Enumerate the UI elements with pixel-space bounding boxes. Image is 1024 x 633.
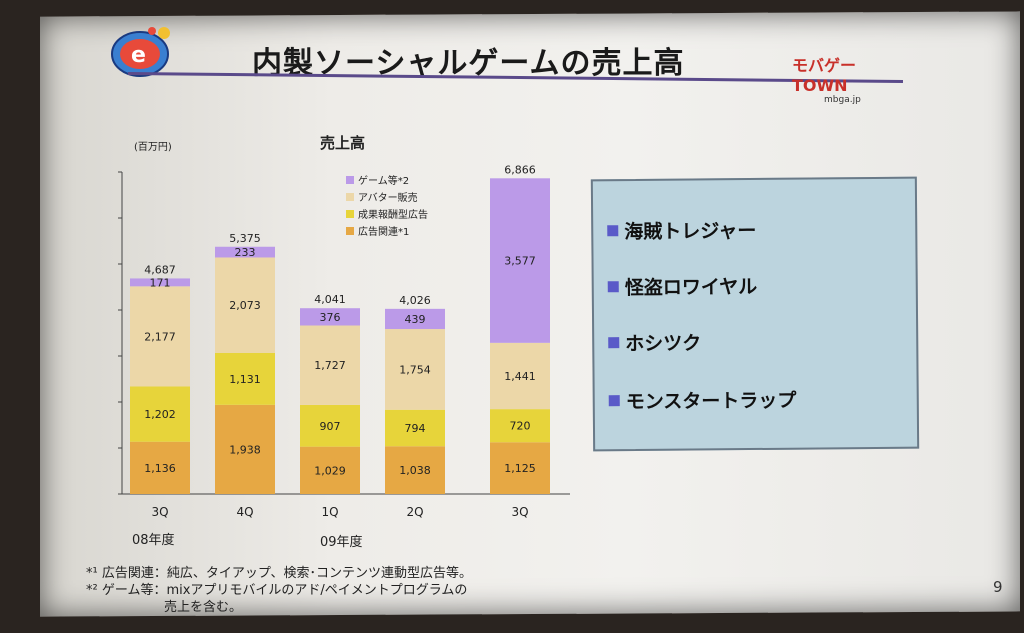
bar-segment	[490, 178, 550, 343]
data-label: 1,131	[229, 373, 261, 386]
footnote-2-continued: 売上を含む。	[164, 600, 243, 615]
bar-segment	[300, 308, 360, 326]
bar-segment	[300, 325, 360, 405]
data-label: 1,038	[399, 464, 431, 477]
total-label: 4,026	[399, 294, 431, 307]
game-list-item: 怪盗ロワイヤル	[607, 272, 758, 300]
year-label: 08年度	[132, 532, 175, 548]
category-label: 4Q	[236, 505, 253, 519]
data-label: 376	[320, 311, 341, 324]
data-label: 1,441	[504, 370, 536, 383]
e-logo-icon: e	[111, 27, 170, 77]
square-bullet-icon	[608, 337, 620, 349]
footnote-2: *² ゲーム等：mixアプリモバイルのアド/ペイメントプログラムの	[86, 583, 468, 598]
square-bullet-icon	[608, 395, 620, 407]
data-label: 1,202	[144, 408, 176, 421]
bar-segment	[130, 286, 190, 387]
bar-segment	[385, 409, 445, 447]
data-label: 1,754	[399, 363, 431, 376]
data-label: 171	[150, 276, 171, 289]
brand-sub-text: mbga.jp	[824, 95, 861, 105]
bar-segment	[130, 278, 190, 287]
game-name: 海賊トレジャー	[624, 219, 757, 244]
bar-segment	[490, 342, 550, 410]
bar-segment	[130, 386, 190, 442]
legend-swatch	[346, 227, 354, 235]
bar-segment	[215, 404, 275, 494]
category-label: 2Q	[406, 505, 423, 519]
data-label: 1,938	[229, 443, 261, 456]
bar-segment	[385, 446, 445, 494]
bar-segment	[130, 441, 190, 494]
bar-segment	[385, 308, 445, 330]
bar-segment	[385, 329, 445, 410]
bar-segment	[215, 352, 275, 405]
footnote-1: *¹ 広告関連：純広、タイアップ、検索･コンテンツ連動型広告等。	[86, 566, 472, 581]
legend-swatch	[346, 176, 354, 184]
total-label: 4,687	[144, 263, 176, 276]
page-number: 9	[993, 578, 1003, 596]
data-label: 1,029	[314, 464, 346, 477]
svg-text:e: e	[131, 43, 146, 68]
game-list-box: 海賊トレジャー 怪盗ロワイヤル ホシツク モンスタートラップ	[590, 176, 920, 452]
total-label: 5,375	[229, 232, 261, 245]
year-label: 09年度	[320, 534, 363, 550]
game-list-item: モンスタートラップ	[608, 386, 797, 415]
data-label: 2,177	[144, 330, 176, 343]
data-label: 1,125	[504, 462, 536, 475]
footnotes: *¹ 広告関連：純広、タイアップ、検索･コンテンツ連動型広告等。 *² ゲーム等…	[86, 565, 472, 616]
bar-segment	[300, 446, 360, 494]
legend-label: 広告関連*1	[358, 225, 409, 238]
data-label: 439	[405, 313, 426, 326]
data-label: 794	[405, 422, 426, 435]
data-label: 720	[510, 420, 531, 433]
game-name: モンスタートラップ	[625, 389, 797, 414]
bar-segment	[490, 409, 550, 443]
data-label: 1,136	[144, 462, 176, 475]
y-unit-label: (百万円)	[134, 141, 172, 153]
data-label: 3,577	[504, 255, 536, 268]
brand-logo-text: モバゲーTOWN	[792, 56, 857, 95]
game-list-item: 海賊トレジャー	[607, 216, 756, 244]
category-label: 1Q	[321, 505, 338, 519]
data-label: 233	[235, 246, 256, 259]
data-label: 907	[320, 420, 341, 433]
legend-label: ゲーム等*2	[358, 174, 409, 187]
legend-swatch	[346, 193, 354, 201]
category-label: 3Q	[511, 505, 528, 519]
legend-swatch	[346, 210, 354, 218]
total-label: 4,041	[314, 293, 346, 306]
bar-segment	[215, 246, 275, 258]
total-label: 6,866	[504, 163, 536, 176]
data-label: 1,727	[314, 359, 346, 372]
bar-segment	[490, 442, 550, 494]
bar-segment	[215, 257, 275, 353]
legend-label: アバター販売	[358, 191, 418, 204]
square-bullet-icon	[607, 281, 619, 293]
square-bullet-icon	[607, 225, 619, 237]
bar-segment	[300, 404, 360, 447]
game-name: 怪盗ロワイヤル	[624, 275, 758, 300]
game-name: ホシツク	[625, 332, 702, 356]
legend-label: 成果報酬型広告	[358, 208, 428, 221]
data-label: 2,073	[229, 299, 261, 312]
category-label: 3Q	[151, 505, 168, 519]
chart-title: 売上高	[320, 134, 365, 152]
game-list-item: ホシツク	[608, 328, 701, 356]
brand-logo: モバゲーTOWN mbga.jp	[792, 52, 896, 105]
